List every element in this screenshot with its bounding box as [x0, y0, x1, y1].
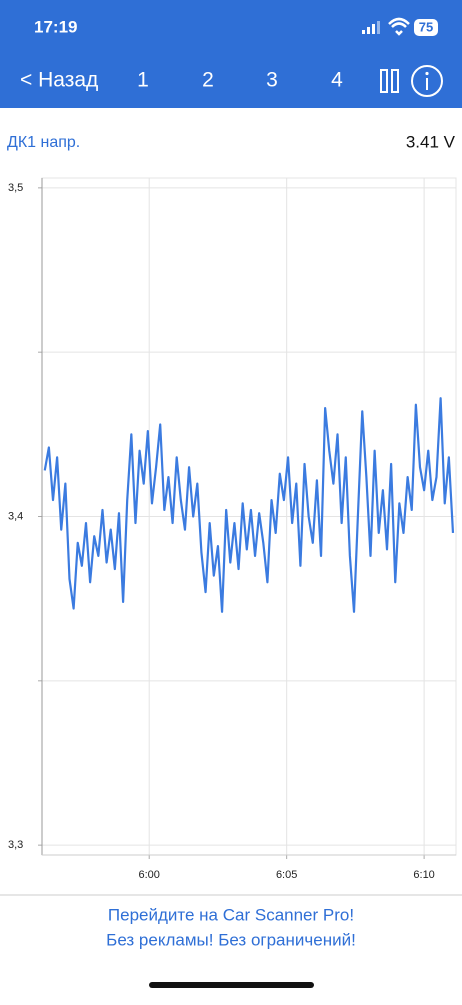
pause-button[interactable] — [380, 69, 399, 93]
x-tick-label: 6:05 — [276, 869, 297, 881]
promo-line[interactable]: Без рекламы! Без ограничений! — [106, 930, 356, 949]
data-line — [43, 397, 455, 613]
battery-level: 75 — [419, 19, 433, 34]
x-tick-label: 6:00 — [139, 869, 160, 881]
sensor-name: ДК1 напр. — [7, 134, 80, 151]
y-tick-label: 3,3 — [8, 839, 23, 851]
y-tick-label: 3,4 — [8, 510, 23, 522]
promo-line[interactable]: Перейдите на Car Scanner Pro! — [108, 905, 354, 924]
sensor-value: 3.41 V — [406, 132, 456, 151]
tab[interactable]: 2 — [202, 69, 214, 92]
battery-icon — [414, 19, 438, 36]
home-indicator — [149, 982, 314, 988]
chart: 3,5 3,4 3,3 6:00 6:05 6:10 — [8, 177, 457, 881]
tab[interactable]: 4 — [331, 69, 343, 92]
tab[interactable]: 1 — [137, 69, 149, 92]
wifi-icon — [388, 17, 410, 36]
status-time: 17:19 — [34, 17, 77, 36]
back-button[interactable]: < Назад — [20, 69, 98, 92]
y-tick-label: 3,5 — [8, 182, 23, 194]
signal-icon — [362, 21, 380, 34]
tab[interactable]: 3 — [266, 69, 278, 92]
x-tick-label: 6:10 — [413, 869, 434, 881]
header-bg — [0, 0, 462, 108]
info-button[interactable] — [411, 65, 443, 97]
